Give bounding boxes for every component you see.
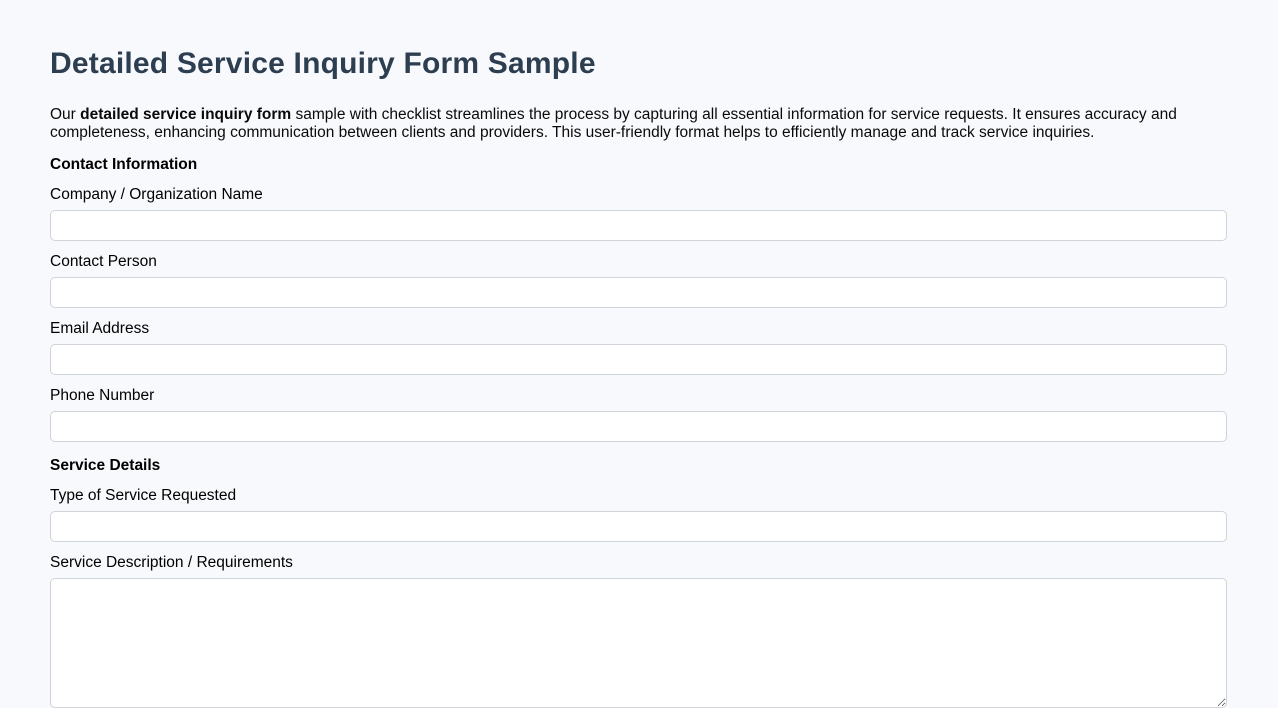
page-title: Detailed Service Inquiry Form Sample — [50, 47, 596, 80]
type-of-service-requested-input[interactable] — [50, 511, 1227, 542]
field-contact-person: Contact Person — [50, 253, 1227, 308]
type-of-service-requested-label: Type of Service Requested — [50, 487, 237, 504]
service-description-requirements-textarea[interactable] — [50, 578, 1227, 708]
contact-person-input[interactable] — [50, 277, 1227, 308]
section-heading-contact-information: Contact Information — [50, 156, 198, 173]
email-address-label: Email Address — [50, 320, 150, 337]
field-email-address: Email Address — [50, 320, 1227, 375]
field-phone-number: Phone Number — [50, 387, 1227, 442]
field-company-organization-name: Company / Organization Name — [50, 186, 1227, 241]
intro-paragraph: Our detailed service inquiry form sample… — [50, 106, 1220, 141]
phone-number-input[interactable] — [50, 411, 1227, 442]
email-address-input[interactable] — [50, 344, 1227, 375]
phone-number-label: Phone Number — [50, 387, 155, 404]
intro-text-prefix: Our — [50, 106, 81, 123]
section-heading-service-details: Service Details — [50, 457, 161, 474]
field-service-description-requirements: Service Description / Requirements — [50, 554, 1227, 708]
company-organization-name-label: Company / Organization Name — [50, 186, 263, 203]
section-service-details: Service Details Type of Service Requeste… — [50, 457, 1227, 708]
intro-text-bold: detailed service inquiry form — [80, 106, 292, 123]
service-description-requirements-label: Service Description / Requirements — [50, 554, 293, 571]
section-contact-information: Contact Information Company / Organizati… — [50, 156, 1227, 442]
contact-person-label: Contact Person — [50, 253, 157, 270]
company-organization-name-input[interactable] — [50, 210, 1227, 241]
intro-text-suffix: sample with checklist streamlines the pr… — [50, 106, 1177, 141]
field-type-of-service-requested: Type of Service Requested — [50, 487, 1227, 542]
